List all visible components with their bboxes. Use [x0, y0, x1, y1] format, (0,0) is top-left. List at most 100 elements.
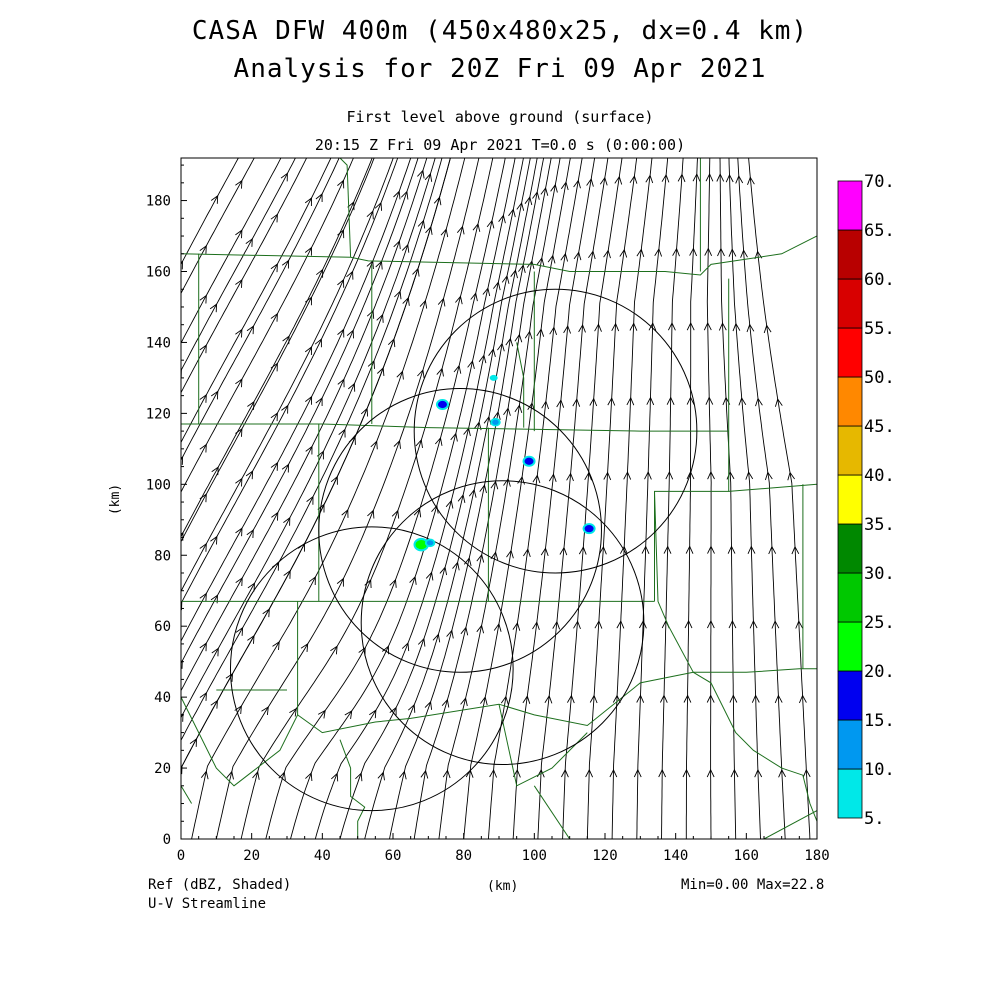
- streamline-arrow: [247, 582, 256, 592]
- streamline-arrow: [689, 247, 698, 257]
- y-tick-label: 40: [154, 690, 171, 706]
- streamline-arrow: [434, 437, 443, 446]
- streamline-arrow: [460, 697, 468, 707]
- streamline-arrow: [522, 695, 531, 704]
- streamline-arrow: [360, 407, 369, 417]
- streamline-arrow: [234, 705, 242, 715]
- streamline-arrow: [735, 174, 744, 184]
- streamline-arrow: [489, 768, 498, 778]
- streamline-arrow: [346, 329, 354, 339]
- streamline-arrow: [740, 249, 748, 258]
- streamline-arrow: [393, 439, 401, 449]
- streamline-arrow: [754, 250, 763, 260]
- streamline: [181, 158, 340, 461]
- streamline-arrow: [667, 321, 676, 331]
- streamline-arrow: [199, 642, 207, 652]
- streamline-arrow: [636, 694, 645, 703]
- streamline-arrow: [644, 471, 652, 480]
- streamline-arrow: [802, 768, 811, 778]
- streamline-arrow: [639, 619, 647, 629]
- y-tick-label: 120: [146, 406, 171, 422]
- x-tick-label: 0: [177, 848, 185, 864]
- streamline-arrow: [683, 694, 692, 703]
- streamline-arrow: [199, 592, 207, 602]
- colorbar-swatch: [837, 768, 863, 819]
- streamline-arrow: [245, 237, 253, 247]
- colorbar-label: 10.: [864, 760, 895, 780]
- x-tick-label: 20: [243, 848, 260, 864]
- streamline-arrow: [501, 274, 510, 284]
- streamline-arrow: [401, 243, 410, 253]
- streamline-arrow: [419, 299, 428, 309]
- streamline: [240, 158, 494, 839]
- streamline-arrow: [646, 396, 655, 406]
- streamline-arrow: [754, 768, 763, 778]
- county-border: [339, 158, 352, 258]
- streamline: [181, 158, 394, 593]
- streamline-arrow: [544, 694, 553, 704]
- y-tick-label: 0: [163, 832, 171, 848]
- streamline-arrow: [526, 260, 535, 270]
- colorbar-label: 65.: [864, 221, 895, 241]
- streamline-arrow: [336, 577, 344, 587]
- streamline-arrow: [705, 172, 714, 182]
- streamline-arrow: [503, 407, 511, 416]
- colorbar-swatch: [837, 327, 863, 378]
- streamline-arrow: [304, 296, 312, 306]
- streamline-arrow: [199, 344, 207, 354]
- streamline-arrow: [305, 445, 313, 455]
- streamline-arrow: [728, 248, 737, 257]
- streamline-arrow: [707, 470, 715, 480]
- streamline-arrow: [548, 473, 557, 482]
- streamline-arrow: [550, 183, 558, 193]
- colorbar-label: 40.: [864, 466, 895, 486]
- streamline-arrow: [584, 471, 593, 481]
- streamline-arrow: [764, 471, 773, 481]
- streamline-arrow: [704, 247, 713, 256]
- county-border: [516, 342, 525, 428]
- streamline-arrow: [787, 471, 795, 481]
- streamline-arrow: [633, 768, 642, 778]
- streamline-arrow: [705, 396, 714, 405]
- county-border: [763, 810, 817, 839]
- x-tick-label: 120: [592, 848, 617, 864]
- streamline-arrow: [586, 177, 594, 187]
- streamline-arrow: [567, 694, 575, 704]
- streamline-arrow: [747, 545, 756, 554]
- streamline-arrow: [493, 622, 502, 632]
- streamline: [191, 158, 466, 839]
- streamline-arrow: [417, 637, 426, 647]
- radar-rings: [229, 288, 698, 812]
- streamline-arrow: [482, 287, 491, 297]
- streamline-arrow: [420, 769, 429, 779]
- streamline-arrow: [387, 338, 396, 348]
- streamline-arrow: [270, 213, 278, 223]
- streamline-arrow: [658, 768, 667, 778]
- streamline-arrow: [283, 516, 291, 526]
- streamline-arrow: [400, 190, 409, 200]
- streamline-arrow: [355, 772, 363, 782]
- streamline-arrow: [677, 173, 686, 183]
- streamline-arrow: [417, 219, 426, 229]
- streamline-arrow: [589, 694, 598, 704]
- streamline-arrow: [559, 546, 568, 556]
- colorbar-swatch: [837, 474, 863, 525]
- streamline-arrow: [659, 694, 668, 703]
- streamline-arrow: [730, 768, 739, 778]
- streamline-arrow: [442, 769, 451, 779]
- streamline-arrow: [199, 493, 207, 503]
- streamline-arrow: [181, 659, 183, 669]
- streamline-arrow: [433, 196, 442, 206]
- streamline: [181, 158, 399, 605]
- streamline-arrow: [684, 619, 693, 629]
- streamline-arrow: [594, 323, 602, 332]
- streamline-arrow: [523, 548, 531, 558]
- streamline: [181, 158, 443, 742]
- streamline-arrow: [536, 257, 545, 266]
- streamline-arrow: [560, 252, 569, 262]
- field-label: Ref (dBZ, Shaded): [148, 877, 292, 893]
- streamline-arrow: [692, 173, 701, 182]
- streamline-arrow: [609, 768, 618, 778]
- streamline-arrow: [417, 169, 425, 179]
- colorbar-swatch: [837, 278, 863, 329]
